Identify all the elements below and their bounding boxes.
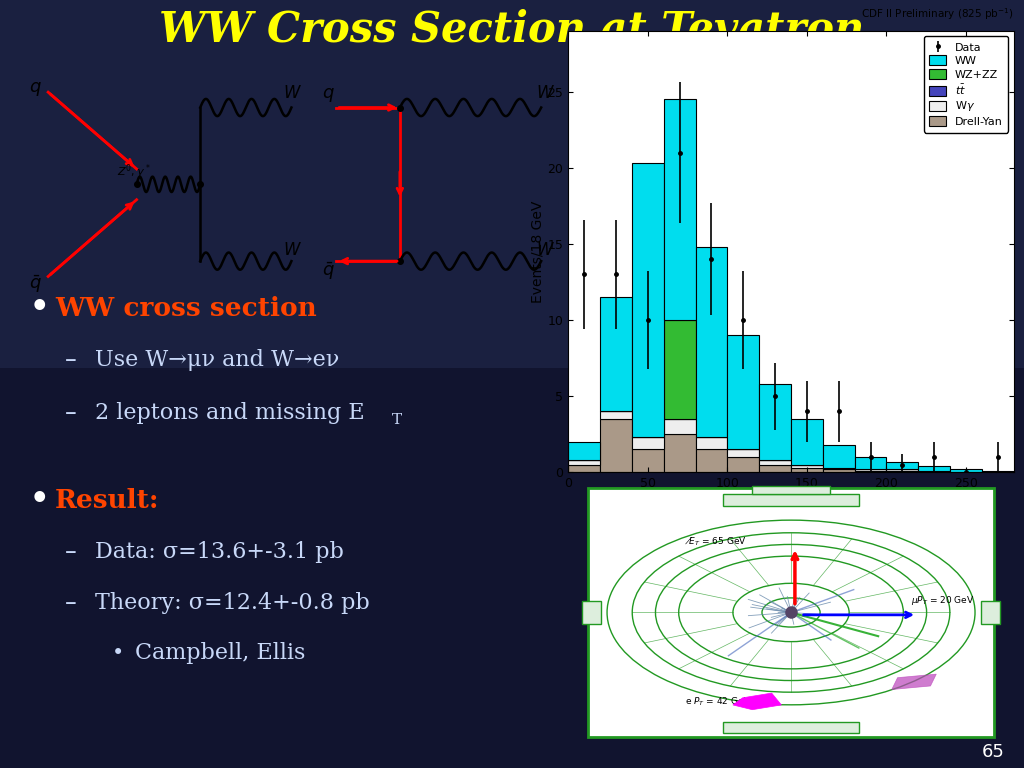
Bar — [568, 460, 600, 465]
Bar — [887, 471, 919, 472]
Bar — [855, 469, 887, 471]
Bar — [887, 469, 919, 471]
Bar — [632, 164, 664, 437]
Text: •: • — [30, 485, 49, 515]
Legend: Data, WW, WZ+ZZ, $t\bar{t}$, W$\gamma$, Drell-Yan: Data, WW, WZ+ZZ, $t\bar{t}$, W$\gamma$, … — [924, 36, 1009, 133]
Bar — [568, 442, 600, 460]
Bar — [981, 601, 1000, 624]
Bar — [855, 471, 887, 472]
Bar — [632, 437, 664, 449]
Bar — [950, 469, 982, 472]
Y-axis label: Events/18 GeV: Events/18 GeV — [530, 200, 545, 303]
Bar — [582, 601, 601, 624]
Text: $Z^0, \gamma^*$: $Z^0, \gamma^*$ — [118, 162, 152, 180]
Text: $q$: $q$ — [323, 86, 335, 104]
Text: –: – — [65, 591, 77, 615]
Text: WW cross section: WW cross section — [55, 296, 316, 320]
Polygon shape — [892, 674, 936, 690]
Text: $\not\!\!E_T$ = 65 GeV: $\not\!\!E_T$ = 65 GeV — [684, 535, 746, 548]
Text: e $P_T$ = 42 GeV: e $P_T$ = 42 GeV — [684, 695, 751, 707]
Bar — [723, 722, 859, 733]
Text: –: – — [65, 540, 77, 564]
Text: $\bar{q}$: $\bar{q}$ — [323, 261, 335, 283]
Text: T: T — [392, 413, 402, 427]
Bar — [759, 384, 791, 460]
Text: Use W→μν and W→eν: Use W→μν and W→eν — [95, 349, 339, 371]
Text: $W$: $W$ — [283, 241, 302, 259]
Bar — [759, 465, 791, 472]
Bar — [823, 445, 855, 468]
Bar — [982, 471, 1014, 472]
Bar — [632, 449, 664, 472]
Text: –: – — [65, 401, 77, 425]
Bar — [791, 465, 823, 468]
Bar — [887, 462, 919, 469]
Bar — [0, 368, 1024, 768]
Bar — [823, 469, 855, 472]
Bar — [823, 468, 855, 469]
Text: Result:: Result: — [55, 488, 160, 512]
Bar — [695, 449, 727, 472]
Text: WW Cross Section at Tevatron: WW Cross Section at Tevatron — [160, 9, 864, 51]
Bar — [723, 494, 859, 506]
Bar — [727, 449, 759, 457]
Bar — [568, 465, 600, 472]
Text: Campbell, Ellis: Campbell, Ellis — [135, 642, 305, 664]
Text: CDF II Preliminary (825 pb$^{-1}$): CDF II Preliminary (825 pb$^{-1}$) — [861, 6, 1014, 22]
Bar — [855, 457, 887, 469]
Text: $W$: $W$ — [537, 84, 555, 102]
Bar — [919, 471, 950, 472]
Bar — [600, 412, 632, 419]
Bar — [664, 320, 695, 419]
Text: $W$: $W$ — [283, 84, 302, 102]
Bar — [600, 419, 632, 472]
Text: $W$: $W$ — [537, 241, 555, 259]
Bar — [727, 336, 759, 449]
Text: •: • — [112, 643, 124, 663]
Text: $q$: $q$ — [29, 80, 42, 98]
Bar — [600, 297, 632, 412]
X-axis label: M$_{ll}$ [GeV]: M$_{ll}$ [GeV] — [760, 493, 822, 510]
Text: Theory: σ=12.4+-0.8 pb: Theory: σ=12.4+-0.8 pb — [95, 592, 370, 614]
Bar — [919, 466, 950, 471]
Text: Data: σ=13.6+-3.1 pb: Data: σ=13.6+-3.1 pb — [95, 541, 344, 563]
Text: 2 leptons and missing E: 2 leptons and missing E — [95, 402, 365, 424]
Bar — [664, 419, 695, 434]
Text: •: • — [30, 293, 49, 323]
Text: 65: 65 — [982, 743, 1005, 761]
Bar — [753, 485, 829, 494]
Bar — [727, 457, 759, 472]
Text: $\bar{q}$: $\bar{q}$ — [29, 273, 42, 295]
Bar — [759, 460, 791, 465]
Bar — [664, 434, 695, 472]
Text: –: – — [65, 348, 77, 372]
Polygon shape — [733, 693, 781, 710]
Bar — [695, 437, 727, 449]
Bar — [791, 468, 823, 472]
Bar — [791, 419, 823, 465]
Bar — [664, 99, 695, 320]
Text: $\mu P_T$ = 20 GeV: $\mu P_T$ = 20 GeV — [911, 594, 975, 607]
Bar — [695, 247, 727, 437]
